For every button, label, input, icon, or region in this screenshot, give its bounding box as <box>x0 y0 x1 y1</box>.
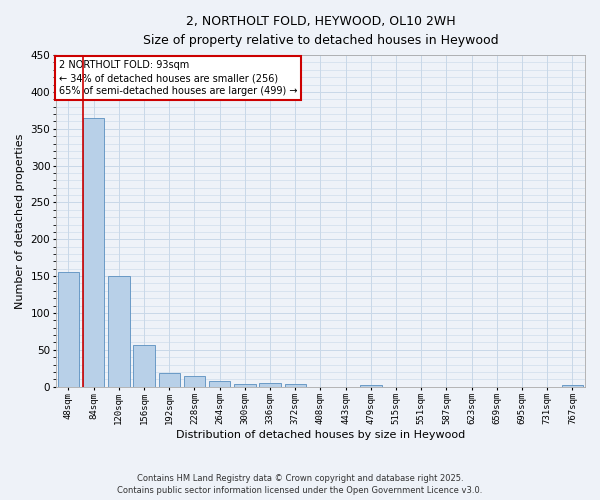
Text: 2 NORTHOLT FOLD: 93sqm
← 34% of detached houses are smaller (256)
65% of semi-de: 2 NORTHOLT FOLD: 93sqm ← 34% of detached… <box>59 60 297 96</box>
Bar <box>58 272 79 386</box>
Bar <box>259 383 281 386</box>
Bar <box>284 384 306 386</box>
Bar <box>133 344 155 387</box>
Y-axis label: Number of detached properties: Number of detached properties <box>15 133 25 308</box>
Bar <box>83 118 104 386</box>
Bar <box>234 384 256 386</box>
Bar <box>184 376 205 386</box>
Text: Contains HM Land Registry data © Crown copyright and database right 2025.
Contai: Contains HM Land Registry data © Crown c… <box>118 474 482 495</box>
X-axis label: Distribution of detached houses by size in Heywood: Distribution of detached houses by size … <box>176 430 465 440</box>
Bar <box>108 276 130 386</box>
Bar <box>158 374 180 386</box>
Bar <box>360 385 382 386</box>
Title: 2, NORTHOLT FOLD, HEYWOOD, OL10 2WH
Size of property relative to detached houses: 2, NORTHOLT FOLD, HEYWOOD, OL10 2WH Size… <box>143 15 498 47</box>
Bar <box>209 382 230 386</box>
Bar <box>562 385 583 386</box>
